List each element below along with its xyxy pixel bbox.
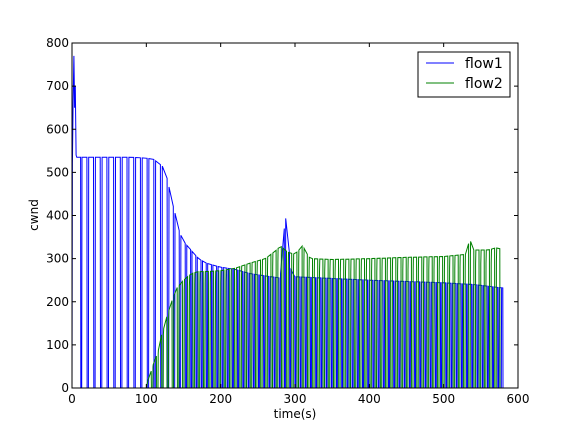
y-tick-label: 700: [46, 79, 69, 93]
x-tick-label: 300: [284, 392, 307, 406]
legend-label-flow2: flow2: [465, 76, 503, 92]
ticks-layer: 0 100 200 300 400 500 600 0 100 200 300 400 500 600 70…: [46, 36, 529, 406]
x-tick-label: 200: [209, 392, 232, 406]
x-tick-label: 500: [432, 392, 455, 406]
x-tick-label: 600: [507, 392, 530, 406]
legend-box: [417, 51, 511, 98]
y-tick-label: 800: [46, 36, 69, 50]
series-layer: [71, 55, 504, 389]
y-tick-label: 200: [46, 295, 69, 309]
x-axis-label: time(s): [274, 407, 317, 421]
series-line-flow1: [71, 55, 504, 389]
x-tick-label: 0: [68, 392, 76, 406]
x-tick-label: 100: [135, 392, 158, 406]
legend: flow1 flow2: [417, 51, 511, 98]
y-tick-label: 300: [46, 252, 69, 266]
y-tick-label: 600: [46, 122, 69, 136]
y-axis-label: cwnd: [27, 199, 41, 231]
legend-label-flow1: flow1: [465, 56, 503, 72]
x-tick-label: 400: [358, 392, 381, 406]
y-tick-label: 500: [46, 165, 69, 179]
y-tick-label: 0: [61, 381, 69, 395]
y-tick-label: 400: [46, 209, 69, 223]
y-tick-label: 100: [46, 338, 69, 352]
